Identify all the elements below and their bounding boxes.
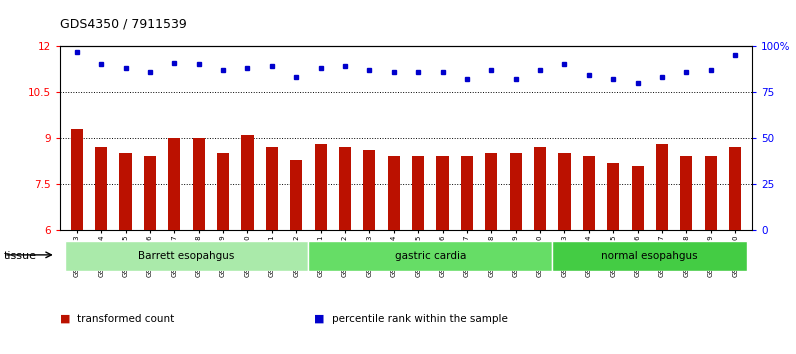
Text: tissue: tissue [4,251,37,261]
Bar [729,147,741,230]
Bar [144,156,156,230]
Text: gastric cardia: gastric cardia [395,251,466,261]
Text: Barrett esopahgus: Barrett esopahgus [139,251,235,261]
Bar [388,156,400,230]
Bar [704,156,717,230]
Bar [217,153,229,230]
Bar [95,147,107,230]
Bar [119,153,131,230]
Bar [509,153,522,230]
Text: percentile rank within the sample: percentile rank within the sample [332,314,508,324]
Bar [71,129,83,230]
Bar [583,156,595,230]
Text: ■: ■ [314,314,325,324]
Bar [656,144,668,230]
Bar [290,160,302,230]
Bar [168,138,181,230]
Text: transformed count: transformed count [77,314,174,324]
Bar [64,241,308,271]
Bar [241,135,254,230]
Bar [412,156,424,230]
Bar [631,166,644,230]
Text: GDS4350 / 7911539: GDS4350 / 7911539 [60,18,186,31]
Bar [363,150,376,230]
Bar [607,162,619,230]
Bar [314,144,326,230]
Bar [193,138,205,230]
Bar [486,153,498,230]
Bar [308,241,552,271]
Text: normal esopahgus: normal esopahgus [602,251,698,261]
Bar [461,156,473,230]
Bar [339,147,351,230]
Bar [436,156,449,230]
Bar [266,147,278,230]
Bar [552,241,747,271]
Text: ■: ■ [60,314,70,324]
Bar [558,153,571,230]
Bar [534,147,546,230]
Bar [681,156,693,230]
